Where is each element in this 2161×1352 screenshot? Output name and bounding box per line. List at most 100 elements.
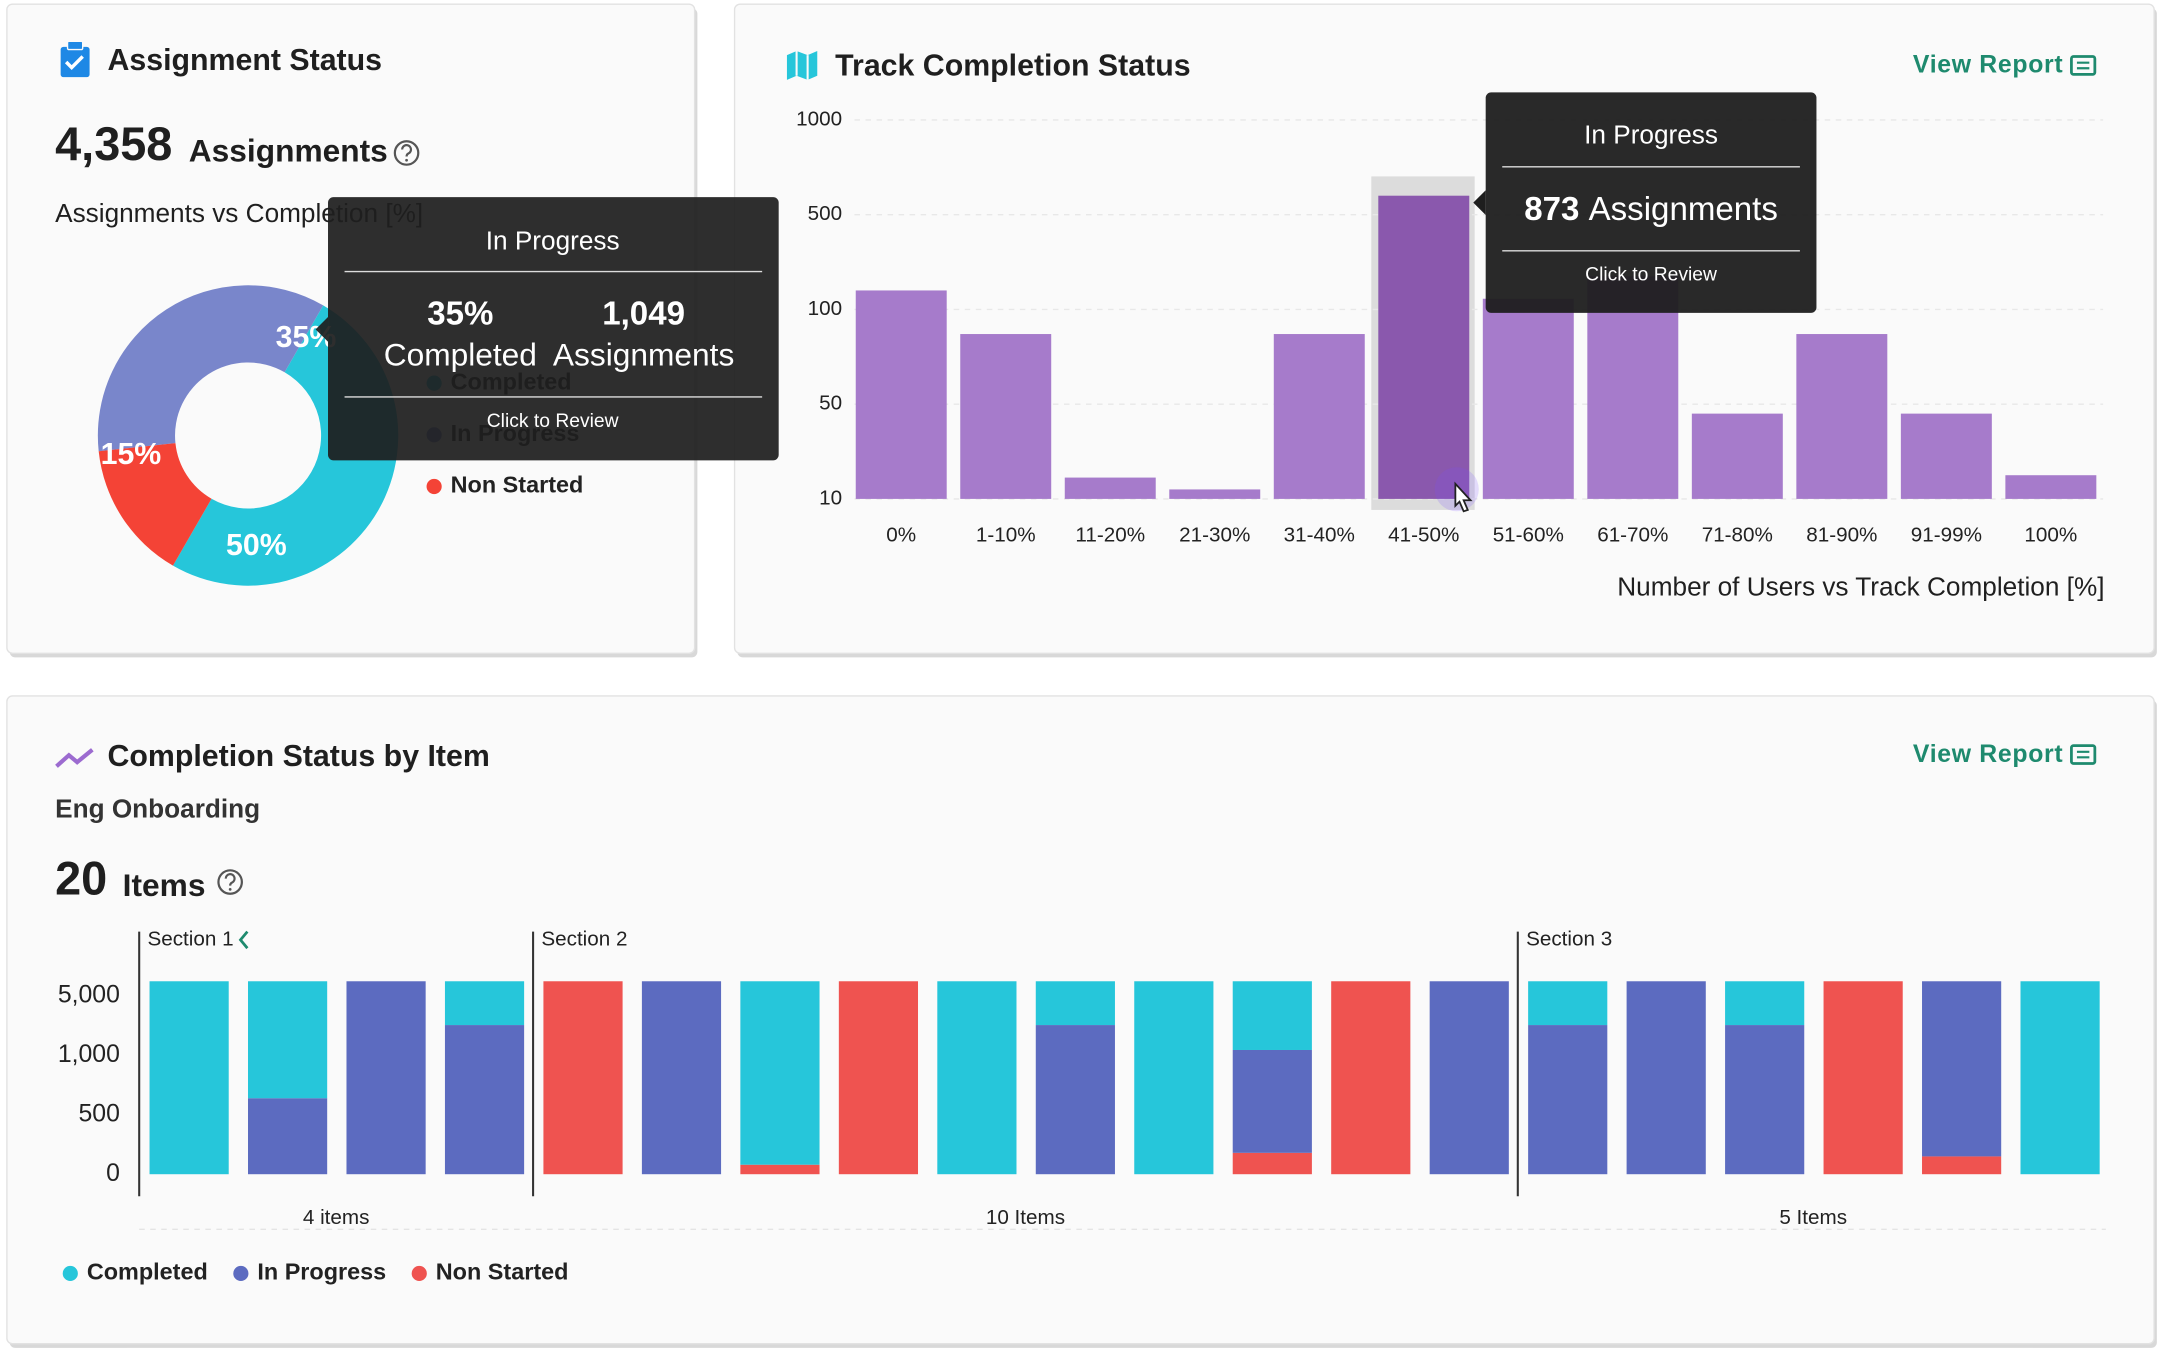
bar-segment [1035, 981, 1115, 1026]
total-label: Assignments [189, 132, 388, 168]
bar-segment [346, 981, 426, 1175]
x-tick-label: 11-20% [1075, 524, 1145, 547]
tooltip-count-line: 873 Assignments [1524, 191, 1778, 228]
tooltip-action[interactable]: Click to Review [1585, 265, 1717, 286]
section-count: 10 Items [986, 1206, 1065, 1229]
total-count: 4,358 [55, 118, 172, 170]
x-tick-label: 81-90% [1806, 524, 1877, 547]
bar-segment [1232, 1049, 1312, 1153]
tooltip-percent: 35% [427, 295, 493, 332]
legend-swatch [62, 1265, 78, 1282]
legend-label: Completed [87, 1259, 208, 1285]
section-name: Section 2 [541, 927, 627, 950]
tooltip-count-label: Assignments [1589, 191, 1778, 228]
slice-label: 50% [226, 529, 287, 562]
bar [1169, 489, 1261, 499]
bar [960, 334, 1052, 499]
bar-segment [1134, 981, 1214, 1175]
donut-slice [98, 443, 212, 566]
bar-segment [444, 1025, 525, 1175]
card-title: Completion Status by Item [108, 740, 490, 773]
card-title: Assignment Status [108, 44, 383, 77]
bar-segment [1528, 1025, 1608, 1175]
y-tick-label: 50 [819, 392, 842, 415]
help-icon[interactable] [217, 869, 243, 895]
bar-segment [1429, 981, 1509, 1175]
section-count: 4 items [303, 1206, 370, 1229]
legend-label: Non Started [436, 1259, 569, 1285]
y-tick-label: 5,000 [58, 982, 120, 1009]
tooltip-count: 873 [1524, 191, 1579, 228]
y-tick-label: 500 [79, 1100, 120, 1127]
x-tick-label: 91-99% [1911, 524, 1982, 547]
bar [1378, 195, 1470, 499]
bar-segment [1232, 981, 1312, 1050]
bar [855, 290, 947, 499]
bar-segment [641, 981, 722, 1175]
bar-segment [1331, 981, 1411, 1175]
bar-segment [149, 981, 229, 1175]
help-icon[interactable] [393, 140, 420, 166]
bar-segment [1922, 1156, 2002, 1175]
bar-segment [2020, 981, 2100, 1175]
bar-segment [1528, 981, 1608, 1026]
map-icon [786, 50, 818, 80]
y-tick-label: 10 [819, 486, 842, 509]
bar-segment [1725, 1025, 1805, 1175]
bar-segment [838, 981, 919, 1175]
bar-segment [1823, 981, 1903, 1175]
tooltip-percent-label: Completed [384, 336, 537, 372]
tooltip-count: 1,049 [602, 295, 685, 332]
report-icon[interactable] [2070, 55, 2097, 76]
bar [1587, 276, 1679, 499]
card-title: Track Completion Status [835, 50, 1190, 83]
x-tick-label: 61-70% [1597, 524, 1668, 547]
tooltip-action[interactable]: Click to Review [487, 411, 619, 432]
bar [1900, 413, 1992, 499]
bar-segment [248, 1098, 328, 1175]
stacked-bar-chart[interactable]: 0 500 1,000 5,000 Section 1 4 items Section 2 1… [58, 927, 2100, 1285]
x-tick-label: 1-10% [976, 524, 1036, 547]
bar-segment [1035, 1025, 1115, 1175]
bar-segment [1232, 1152, 1312, 1175]
bar-segment [1626, 981, 1706, 1175]
view-report-link[interactable]: View Report [1913, 741, 2063, 768]
legend-swatch [411, 1265, 427, 1282]
y-tick-label: 1000 [796, 107, 842, 130]
slice-label: 15% [101, 438, 162, 471]
bar [1064, 477, 1156, 499]
x-tick-label: 100% [2024, 524, 2077, 547]
total-count: 20 [55, 852, 107, 904]
bar [1691, 413, 1783, 499]
report-icon[interactable] [2070, 744, 2097, 765]
tooltip-count-label: Assignments [553, 336, 734, 372]
bar-segment [444, 981, 525, 1026]
bar [2005, 475, 2097, 499]
bar-segment [1922, 981, 2002, 1157]
section-count: 5 Items [1779, 1206, 1847, 1229]
section-name: Section 3 [1526, 927, 1612, 950]
y-tick-label: 100 [808, 297, 842, 320]
bar-segment [740, 1164, 820, 1175]
bar-segment [937, 981, 1017, 1175]
collapse-chevron[interactable] [238, 930, 249, 950]
bar-chart[interactable]: 10 50 100 500 1000 0% 1-10% 11-20% 21-30% 31-40% 4… [796, 107, 2104, 547]
bar [1273, 334, 1365, 499]
y-tick-label: 500 [808, 202, 842, 225]
section-name: Section 1 [147, 927, 233, 950]
bar [1482, 298, 1574, 499]
bar-tooltip[interactable]: In Progress 873 Assignments Click to Rev… [1473, 92, 1817, 313]
donut-tooltip[interactable]: In Progress 35% Completed 1,049 Assignme… [315, 197, 779, 461]
chart-caption: Number of Users vs Track Completion [%] [1617, 571, 2104, 601]
x-tick-label: 21-30% [1179, 524, 1250, 547]
x-tick-label: 0% [886, 524, 916, 547]
x-tick-label: 51-60% [1493, 524, 1564, 547]
view-report-link[interactable]: View Report [1913, 52, 2063, 79]
donut-slice [97, 285, 324, 452]
x-tick-label: 41-50% [1388, 524, 1459, 547]
bar-segment [543, 981, 623, 1175]
clipboard-icon [60, 40, 90, 78]
bar-segment [740, 981, 820, 1165]
chart-subtitle: Eng Onboarding [55, 793, 260, 823]
